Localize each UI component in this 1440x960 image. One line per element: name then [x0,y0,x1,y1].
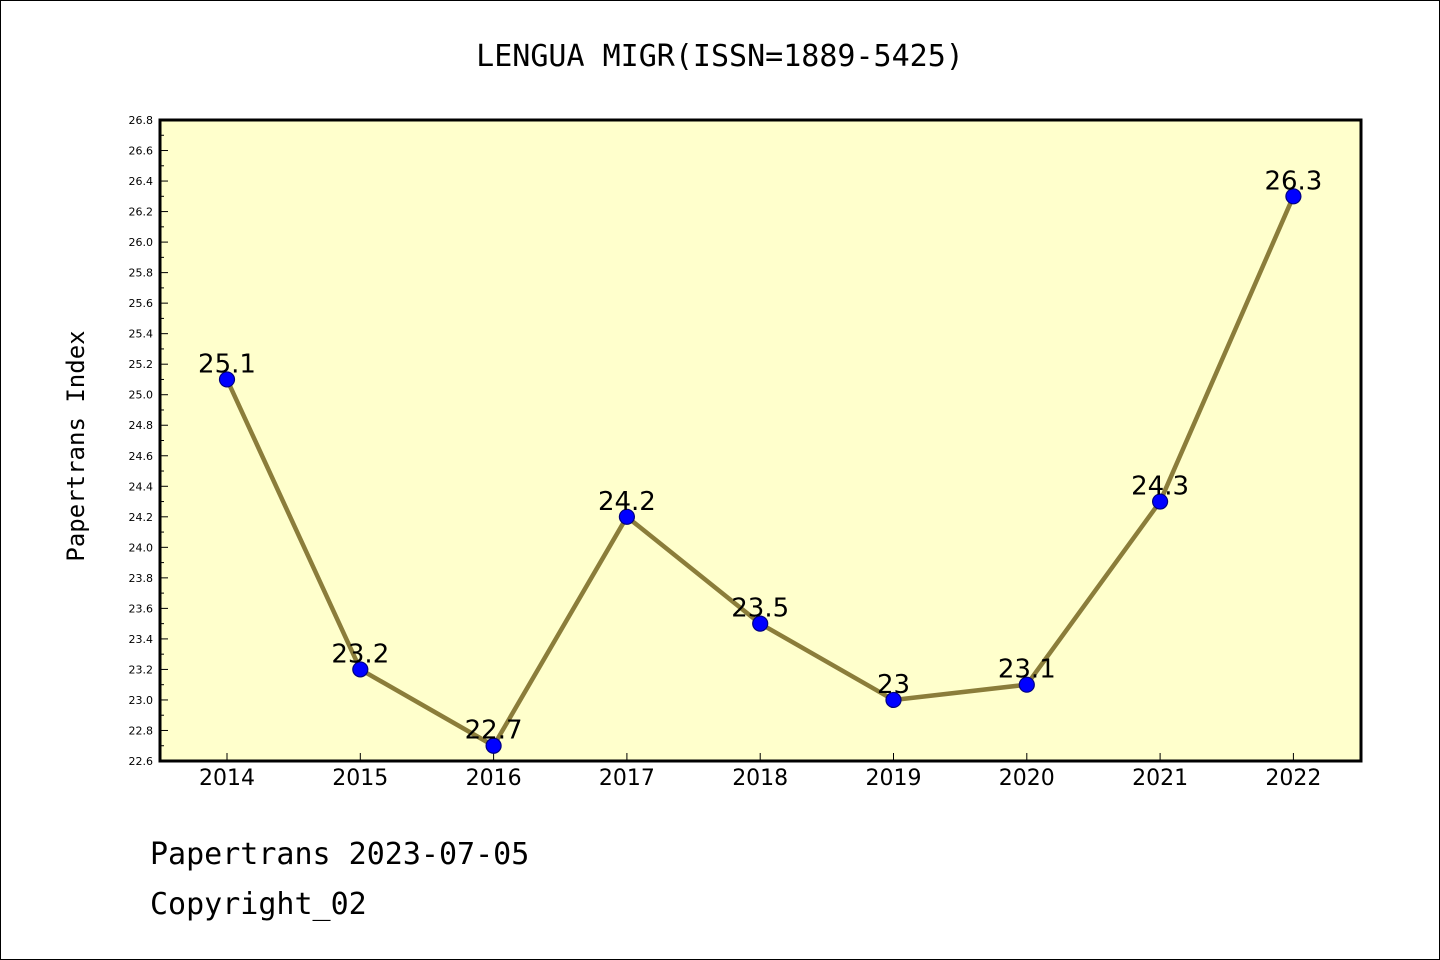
data-label: 26.3 [1264,166,1322,196]
x-tick-label: 2020 [999,766,1055,791]
y-tick-label: 26.4 [129,175,154,188]
y-tick-label: 23.4 [129,633,154,646]
y-tick-label: 23.0 [129,694,154,707]
y-tick-label: 25.6 [129,297,154,310]
data-point [752,615,769,632]
x-tick-label: 2019 [866,766,922,791]
y-tick-label: 25.4 [129,328,154,341]
chart-title: LENGUA MIGR(ISSN=1889-5425) [476,39,964,74]
data-label: 23.1 [998,655,1056,685]
y-tick-label: 23.2 [129,663,154,676]
y-tick-label: 24.0 [129,541,154,554]
data-label: 25.1 [198,349,256,379]
x-tick-label: 2017 [599,766,655,791]
footer-copyright: Copyright_02 [150,887,367,922]
y-tick-label: 24.2 [129,511,154,524]
data-point [352,661,369,678]
y-tick-label: 26.2 [129,206,154,219]
data-label: 23 [877,670,910,700]
y-tick-label: 22.8 [129,724,154,737]
x-tick-label: 2018 [732,766,788,791]
plot-area [160,120,1361,761]
data-point [1285,188,1302,205]
y-tick-label: 23.8 [129,572,154,585]
data-point [618,508,636,525]
y-tick-label: 26.6 [129,145,154,158]
data-label: 23.5 [731,594,789,624]
x-tick-label: 2014 [199,766,255,791]
data-point [885,691,902,709]
y-axis: 22.6 22.8 23.0 23.2 23.4 23.6 23.8 24.0 24.2 24.4… [129,114,168,768]
x-tick-label: 2016 [466,766,522,791]
y-tick-label: 25.0 [129,389,154,402]
y-axis-label: Papertrans Index [62,330,90,561]
y-tick-label: 24.8 [129,419,154,432]
x-tick-label: 2022 [1265,766,1321,791]
data-point [218,371,236,388]
plot-border [158,118,1363,763]
footer-date: Papertrans 2023-07-05 [150,837,529,872]
data-label: 24.2 [598,487,656,517]
y-tick-label: 24.6 [129,450,154,463]
series-layer: 25.1 23.2 22.7 24.2 23.5 23 23.1 24.3 26.3 [198,166,1322,754]
data-point [485,737,502,754]
data-point [1018,676,1035,693]
x-axis: 2014 2015 2016 2017 2018 2019 2020 2021 2022 [199,753,1321,791]
data-label: 23.2 [331,639,389,669]
data-point [1151,493,1169,510]
y-tick-label: 24.4 [129,480,154,493]
y-tick-label: 23.6 [129,602,154,615]
y-tick-label: 22.6 [129,755,154,768]
y-tick-label: 25.8 [129,267,154,280]
y-tick-label: 26.0 [129,236,154,249]
y-tick-label: 26.8 [129,114,154,127]
y-tick-label: 25.2 [129,358,154,371]
x-tick-label: 2021 [1132,766,1188,791]
data-label: 22.7 [465,716,523,746]
x-tick-label: 2015 [332,766,388,791]
data-label: 24.3 [1131,472,1189,502]
